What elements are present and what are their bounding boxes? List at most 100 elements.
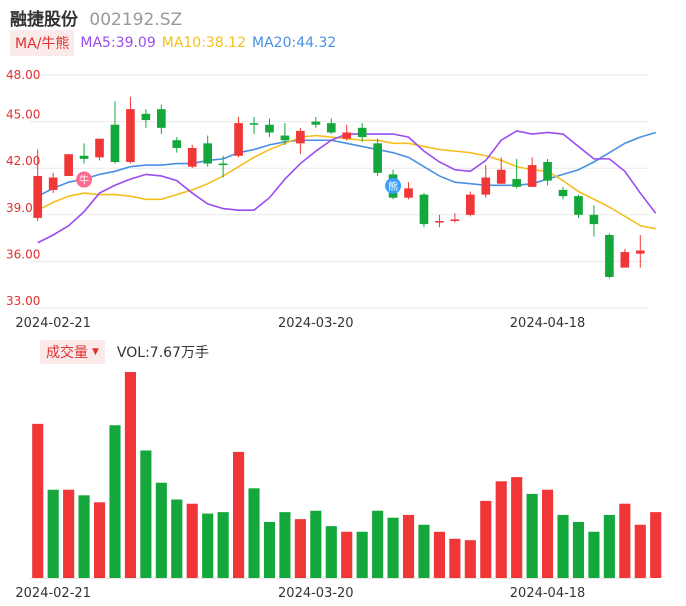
- volume-bar: [171, 499, 183, 578]
- candle: [450, 213, 460, 223]
- volume-bar: [495, 481, 507, 578]
- candle-body: [357, 127, 367, 138]
- candle-body: [373, 143, 382, 173]
- x-tick-label: 2024-02-21: [15, 316, 91, 331]
- candle-body: [187, 148, 197, 167]
- candle-body: [543, 161, 552, 181]
- volume-bar: [526, 493, 538, 578]
- y-tick-label: 33.00: [6, 294, 40, 308]
- candle: [342, 124, 352, 141]
- candle-body: [156, 109, 166, 128]
- candle-body: [172, 140, 182, 149]
- candle: [187, 144, 197, 169]
- candle-body: [527, 165, 537, 187]
- ma5-legend: MA5:39.09: [80, 35, 156, 51]
- candle-body: [64, 154, 73, 176]
- candle-body: [404, 188, 413, 198]
- candle: [496, 157, 506, 184]
- volume-bar: [511, 477, 523, 578]
- volume-bar: [557, 514, 569, 578]
- candle: [481, 165, 491, 198]
- candle-body: [512, 179, 522, 187]
- volume-bar: [248, 488, 260, 578]
- candle: [357, 123, 367, 142]
- stock-name: 融捷股份: [10, 10, 78, 30]
- candle: [435, 214, 444, 228]
- candle: [79, 143, 89, 164]
- candle: [574, 194, 583, 218]
- candle: [126, 96, 135, 164]
- candle: [404, 182, 413, 200]
- candle: [558, 186, 568, 200]
- volume-x-tick-label: 2024-03-20: [278, 586, 354, 601]
- volume-bar: [464, 540, 476, 578]
- volume-bar: [418, 524, 430, 578]
- volume-bar: [124, 372, 136, 578]
- candle-body: [203, 143, 213, 164]
- volume-bar: [433, 531, 445, 578]
- candle-body: [481, 177, 491, 195]
- y-tick-label: 42.00: [6, 154, 40, 168]
- candle-body: [265, 124, 274, 133]
- volume-value: VOL:7.67万手: [116, 345, 209, 361]
- candle: [311, 116, 321, 128]
- candle-body: [110, 124, 120, 162]
- candle-body: [450, 219, 460, 222]
- volume-bar: [542, 489, 554, 578]
- candle-body: [79, 155, 89, 159]
- candle-body: [465, 194, 475, 215]
- candle: [280, 123, 290, 145]
- bull-marker-icon: 牛: [76, 171, 93, 188]
- candle: [249, 116, 259, 135]
- marker-badge: [385, 177, 402, 194]
- candle: [296, 127, 305, 155]
- y-tick-label: 36.00: [6, 247, 40, 261]
- volume-bar: [217, 512, 229, 578]
- candle-body: [126, 109, 135, 162]
- volume-bar: [356, 531, 368, 578]
- ma20-line: [37, 131, 656, 197]
- volume-bar: [449, 538, 461, 578]
- volume-bar: [263, 521, 276, 578]
- volume-indicator-button[interactable]: 成交量 ▼: [40, 340, 105, 364]
- volume-bar: [202, 513, 214, 578]
- x-tick-label: 2024-03-20: [278, 316, 354, 331]
- candle-body: [635, 250, 645, 254]
- volume-bar: [603, 514, 615, 578]
- volume-bar: [310, 510, 322, 578]
- volume-bar: [140, 450, 152, 578]
- volume-bar: [341, 531, 353, 578]
- candle: [203, 135, 213, 167]
- stock-code: 002192.SZ: [89, 10, 183, 30]
- candle-body: [435, 221, 444, 223]
- volume-bar: [109, 425, 121, 578]
- volume-bar: [588, 531, 600, 578]
- candle-body: [342, 132, 352, 139]
- candle-body: [326, 123, 336, 133]
- candle-body: [218, 163, 228, 166]
- candle: [265, 118, 274, 138]
- volume-bar: [78, 495, 90, 578]
- volume-bar: [279, 512, 291, 578]
- price-chart: 48.00 45.00 42.00 39.00 36.00 33.00 2024-02-21…: [6, 68, 657, 331]
- candle: [156, 104, 166, 135]
- candle: [373, 138, 382, 176]
- ma-mode-button[interactable]: MA/牛熊: [10, 30, 75, 56]
- x-tick-label: 2024-04-18: [510, 316, 586, 331]
- candle: [605, 233, 614, 279]
- candle-body: [574, 196, 583, 215]
- candle: [543, 158, 552, 186]
- candle-body: [141, 113, 151, 121]
- candle: [234, 116, 243, 158]
- candle-body: [48, 177, 58, 190]
- bear-marker-icon: 熊: [385, 177, 402, 194]
- candle: [419, 193, 429, 228]
- candle: [589, 205, 599, 237]
- volume-bar: [155, 482, 167, 578]
- candle: [620, 248, 630, 268]
- candle-body: [589, 214, 599, 225]
- volume-bar: [634, 524, 646, 578]
- volume-indicator-label: 成交量: [46, 345, 88, 361]
- volume-bar: [619, 503, 631, 578]
- volume-bar: [572, 521, 585, 578]
